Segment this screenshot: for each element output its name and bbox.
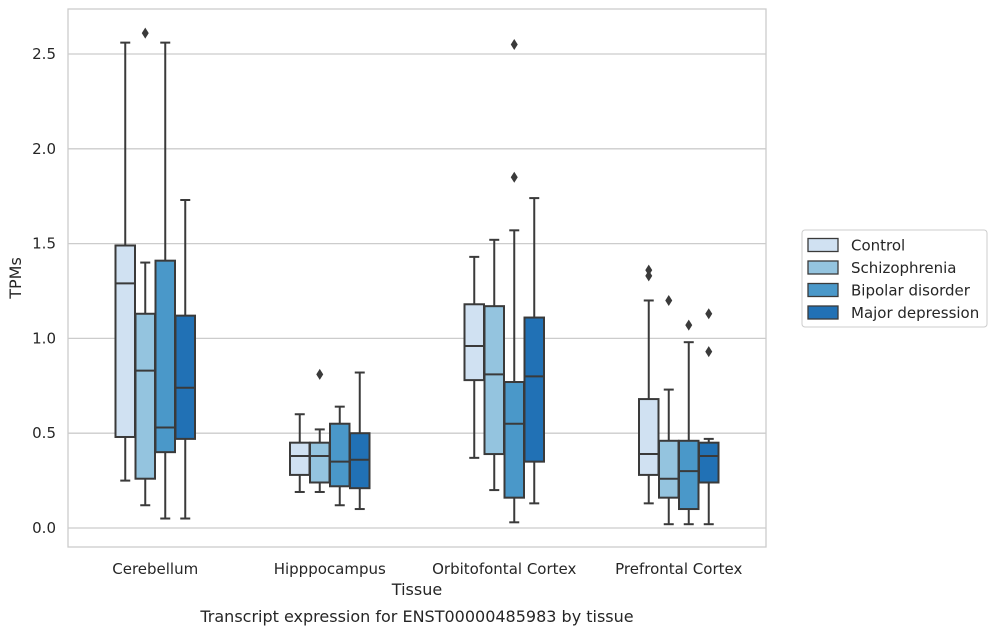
legend-swatch <box>807 305 839 320</box>
outlier-marker <box>705 346 713 358</box>
x-tick-label: Prefrontal Cortex <box>615 560 742 578</box>
legend-label: Schizophrenia <box>851 259 956 277</box>
legend-frame <box>801 229 988 328</box>
legend-label: Bipolar disorder <box>851 282 971 300</box>
legend-swatch <box>807 282 839 298</box>
box-plot <box>349 371 371 511</box>
box-plot <box>638 264 660 505</box>
outlier-marker <box>316 368 324 380</box>
legend-item: Major depression <box>807 304 979 322</box>
legend-item: Control <box>807 237 905 255</box>
box <box>658 439 680 499</box>
y-tick-label: 2.0 <box>32 140 56 158</box>
box <box>114 244 136 438</box>
x-tick-label: Cerebellum <box>112 560 198 578</box>
box-plot <box>114 41 136 482</box>
y-tick-label: 0.5 <box>32 424 56 442</box>
x-tick-labels: Cerebellum Hipppocampus Orbitofontal Corte… <box>112 560 742 578</box>
box-plot <box>523 197 545 505</box>
box-plot <box>289 413 311 493</box>
legend-label: Control <box>851 237 905 255</box>
box-plot <box>154 41 176 520</box>
outlier-marker <box>645 270 653 282</box>
box <box>483 305 505 456</box>
x-axis-title: Tissue <box>391 580 442 599</box>
box-plot <box>309 368 331 493</box>
plot-frame <box>67 8 767 548</box>
outlier-marker <box>705 308 713 320</box>
box <box>174 314 196 440</box>
box <box>523 316 545 463</box>
box-plot <box>483 238 505 492</box>
box-plot <box>463 255 485 459</box>
box-plot <box>503 39 525 524</box>
box-plot <box>678 319 700 526</box>
box <box>134 312 156 480</box>
legend-swatch <box>807 237 839 253</box>
box <box>463 303 485 382</box>
y-tick-label: 1.5 <box>32 235 56 253</box>
outlier-marker <box>141 27 149 39</box>
outlier-marker <box>510 171 518 183</box>
legend-swatch <box>807 260 839 275</box>
box-plots <box>114 27 720 526</box>
box <box>289 441 311 476</box>
legend-item: Bipolar disorder <box>807 282 971 300</box>
x-tick-label: Hipppocampus <box>274 560 386 578</box>
outlier-marker <box>645 264 653 276</box>
box <box>698 441 720 484</box>
box-plot <box>658 294 680 526</box>
box <box>678 439 700 511</box>
x-tick-label: Orbitofontal Cortex <box>432 560 576 578</box>
outlier-marker <box>685 319 693 331</box>
box <box>154 259 176 454</box>
box-plot <box>174 198 196 520</box>
y-axis-title: TPMs <box>6 257 25 300</box>
box <box>309 441 331 484</box>
y-tick-label: 0.0 <box>32 519 56 537</box>
legend: Control Schizophrenia Bipolar disorder Majo… <box>801 229 988 328</box>
box-plot <box>329 405 351 507</box>
figure-caption: Transcript expression for ENST0000048598… <box>199 607 633 626</box>
legend-label: Major depression <box>851 304 979 322</box>
outlier-marker <box>665 294 673 306</box>
y-tick-label: 1.0 <box>32 329 56 347</box>
box-plot <box>698 308 720 526</box>
box <box>503 381 525 499</box>
box <box>638 398 660 476</box>
outlier-marker <box>510 39 518 51</box>
legend-item: Schizophrenia <box>807 259 956 277</box>
box <box>329 422 351 488</box>
y-tick-label: 2.5 <box>32 45 56 63</box>
y-tick-labels: 0.0 0.5 1.0 1.5 2.0 2.5 <box>32 45 56 537</box>
box-plot <box>134 27 156 507</box>
